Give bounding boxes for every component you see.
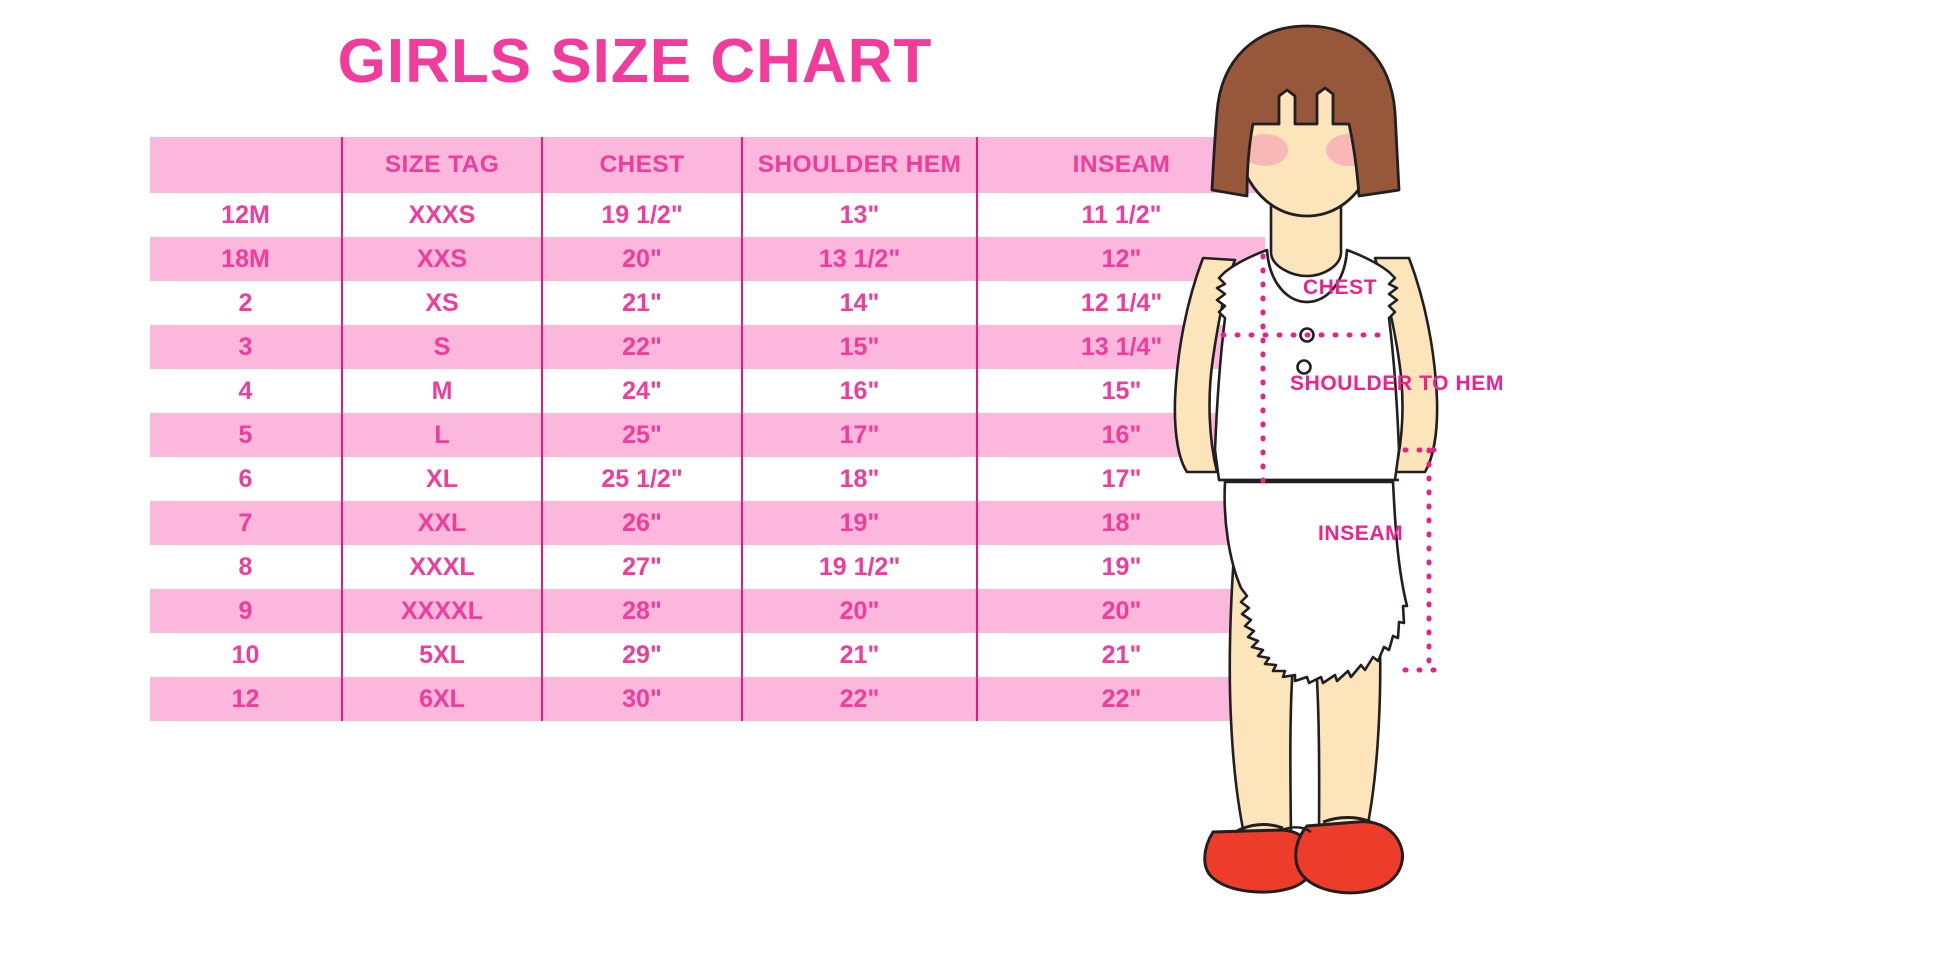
cell-chest: 20" — [541, 237, 742, 281]
cell-size: 9 — [150, 589, 342, 633]
cell-size-tag: 6XL — [341, 677, 542, 721]
column-header-size-tag: SIZE TAG — [341, 137, 542, 193]
size-chart-table-wrapper: SIZE TAG CHEST SHOULDER HEM INSEAM 12M XX… — [150, 137, 1265, 721]
cell-size: 4 — [238, 376, 253, 405]
cell-chest: 26" — [541, 501, 742, 545]
cell-inseam: 11 1/2" — [976, 193, 1265, 237]
page-title: GIRLS SIZE CHART — [337, 27, 933, 96]
table-row: 7 XXL 26" 19" 18" — [150, 501, 1265, 545]
cell-inseam: 13 1/4" — [976, 325, 1265, 369]
cell-shoulder-hem: 18" — [741, 457, 977, 501]
cell-shoulder-hem: 19" — [741, 501, 977, 545]
cell-size-tag: L — [341, 413, 542, 457]
cell-inseam: 19" — [976, 545, 1265, 589]
cell-size-tag: XL — [341, 457, 542, 501]
cell-chest: 29" — [541, 633, 742, 677]
cell-shoulder-hem: 13" — [741, 193, 977, 237]
cell-size-tag: XXXS — [341, 193, 542, 237]
cell-chest: 25" — [541, 413, 742, 457]
cell-inseam: 18" — [976, 501, 1265, 545]
cell-shoulder-hem: 15" — [741, 325, 977, 369]
cell-size-tag: XXXXL — [341, 589, 542, 633]
table-row: 10 5XL 29" 21" 21" — [150, 633, 1265, 677]
cell-inseam: 22" — [976, 677, 1265, 721]
cell-size: 10 — [231, 640, 260, 669]
cell-size-tag: S — [341, 325, 542, 369]
girl-illustration — [1095, 20, 1525, 950]
cell-chest: 22" — [541, 325, 742, 369]
cell-inseam: 20" — [976, 589, 1265, 633]
cell-shoulder-hem: 19 1/2" — [741, 545, 977, 589]
cell-size: 6 — [238, 464, 253, 493]
table-row: 4 M 24" 16" 15" — [150, 369, 1265, 413]
button-icon — [1296, 359, 1312, 375]
cell-chest: 27" — [541, 545, 742, 589]
table-row: 6 XL 25 1/2" 18" 17" — [150, 457, 1265, 501]
table-row: 3 S 22" 15" 13 1/4" — [150, 325, 1265, 369]
cell-chest: 25 1/2" — [541, 457, 742, 501]
cell-chest: 21" — [541, 281, 742, 325]
cell-size: 8 — [238, 552, 253, 581]
cell-chest: 24" — [541, 369, 742, 413]
table-row: 12M XXXS 19 1/2" 13" 11 1/2" — [150, 193, 1265, 237]
cell-shoulder-hem: 14" — [741, 281, 977, 325]
cell-shoulder-hem: 21" — [741, 633, 977, 677]
cell-shoulder-hem: 17" — [741, 413, 977, 457]
table-row: 12 6XL 30" 22" 22" — [150, 677, 1265, 721]
table-body: 12M XXXS 19 1/2" 13" 11 1/2" 18M XXS 20" 13 1/2"… — [150, 193, 1265, 721]
cell-inseam: 21" — [976, 633, 1265, 677]
table-row: 8 XXXL 27" 19 1/2" 19" — [150, 545, 1265, 589]
cell-chest: 28" — [541, 589, 742, 633]
shoes-shape — [1203, 816, 1404, 895]
table-row: 9 XXXXL 28" 20" 20" — [150, 589, 1265, 633]
neck-shape — [1269, 200, 1343, 278]
cell-size-tag: XXS — [341, 237, 542, 281]
cell-size-tag: XS — [341, 281, 542, 325]
cell-shoulder-hem: 13 1/2" — [741, 237, 977, 281]
column-header-size — [150, 137, 342, 193]
cell-shoulder-hem: 22" — [741, 677, 977, 721]
cell-size: 7 — [150, 501, 342, 545]
cell-size-tag: M — [341, 369, 542, 413]
cell-size: 12M — [221, 200, 270, 229]
size-chart-table: SIZE TAG CHEST SHOULDER HEM INSEAM 12M XX… — [150, 137, 1265, 721]
top-garment-shape — [1213, 248, 1401, 482]
column-header-chest: CHEST — [541, 137, 742, 193]
cell-size-tag: 5XL — [341, 633, 542, 677]
cell-chest: 19 1/2" — [541, 193, 742, 237]
column-header-shoulder-hem: SHOULDER HEM — [741, 137, 977, 193]
table-row: 18M XXS 20" 13 1/2" 12" — [150, 237, 1265, 281]
cell-size: 12 — [150, 677, 342, 721]
cell-size: 5 — [150, 413, 342, 457]
cell-size-tag: XXL — [341, 501, 542, 545]
cell-size-tag: XXXL — [341, 545, 542, 589]
cell-size: 2 — [238, 288, 253, 317]
measurement-dotted-lines — [1220, 253, 1450, 673]
head-shape — [1210, 24, 1401, 218]
blush-cheek — [1242, 134, 1288, 166]
table-row: 2 XS 21" 14" 12 1/4" — [150, 281, 1265, 325]
cell-shoulder-hem: 20" — [741, 589, 977, 633]
cell-chest: 30" — [541, 677, 742, 721]
skirt-shape — [1223, 480, 1409, 685]
cell-shoulder-hem: 16" — [741, 369, 977, 413]
table-header-row: SIZE TAG CHEST SHOULDER HEM INSEAM — [150, 137, 1265, 193]
cell-size: 18M — [150, 237, 342, 281]
cell-size: 3 — [150, 325, 342, 369]
